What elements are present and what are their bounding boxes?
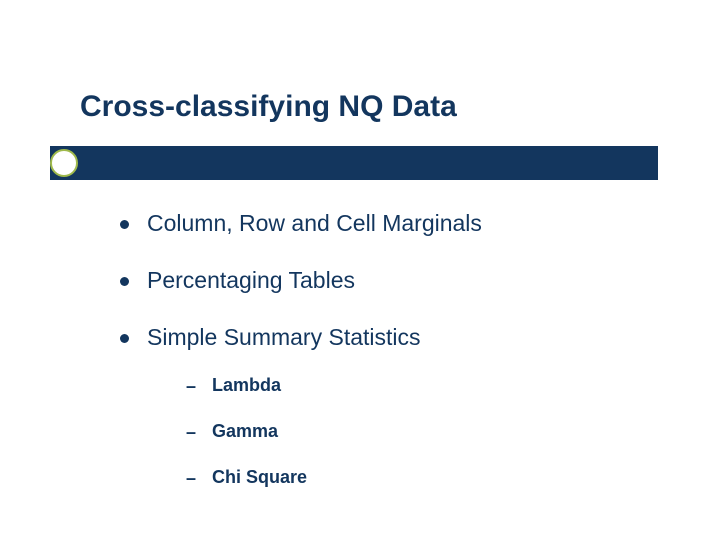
sub-bullet-text: Gamma <box>212 421 278 442</box>
dash-icon: – <box>186 376 196 397</box>
sub-bullet-list: – Lambda – Gamma – Chi Square <box>186 375 660 489</box>
list-item: Column, Row and Cell Marginals <box>120 210 660 237</box>
bullet-text: Simple Summary Statistics <box>147 324 421 351</box>
slide-title: Cross-classifying NQ Data <box>80 90 457 124</box>
dash-icon: – <box>186 468 196 489</box>
list-item: – Lambda <box>186 375 660 397</box>
title-rule-bar <box>50 146 658 180</box>
list-item: – Gamma <box>186 421 660 443</box>
slide: Cross-classifying NQ Data Column, Row an… <box>0 0 720 540</box>
bullet-dot-icon <box>120 277 129 286</box>
bullet-list: Column, Row and Cell Marginals Percentag… <box>120 210 660 513</box>
sub-bullet-text: Lambda <box>212 375 281 396</box>
sub-bullet-text: Chi Square <box>212 467 307 488</box>
bullet-text: Column, Row and Cell Marginals <box>147 210 482 237</box>
bullet-dot-icon <box>120 334 129 343</box>
list-item: Percentaging Tables <box>120 267 660 294</box>
list-item: – Chi Square <box>186 467 660 489</box>
list-item: Simple Summary Statistics <box>120 324 660 351</box>
dash-icon: – <box>186 422 196 443</box>
bullet-text: Percentaging Tables <box>147 267 355 294</box>
accent-circle-icon <box>50 149 78 177</box>
bullet-dot-icon <box>120 220 129 229</box>
